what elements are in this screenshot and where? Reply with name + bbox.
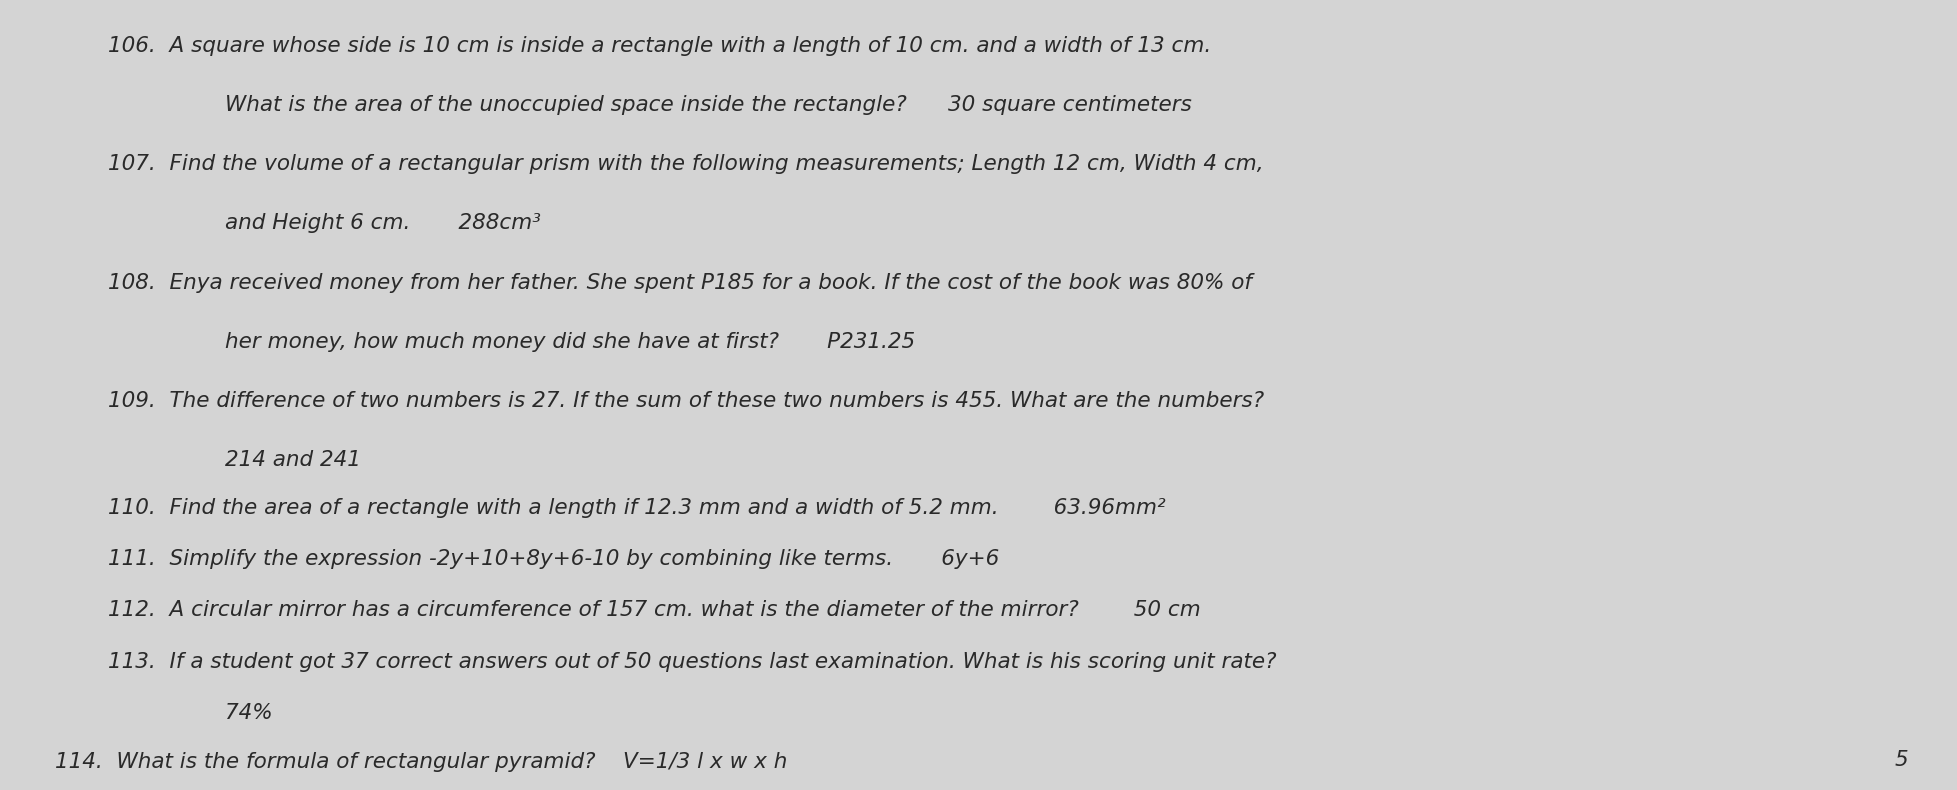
Text: 112.  A circular mirror has a circumference of 157 cm. what is the diameter of t: 112. A circular mirror has a circumferen… bbox=[108, 600, 1200, 620]
Text: 74%: 74% bbox=[225, 703, 272, 723]
Text: and Height 6 cm.       288cm³: and Height 6 cm. 288cm³ bbox=[225, 213, 540, 233]
Text: 214 and 241: 214 and 241 bbox=[225, 450, 360, 470]
Text: 113.  If a student got 37 correct answers out of 50 questions last examination. : 113. If a student got 37 correct answers… bbox=[108, 652, 1276, 672]
Text: 106.  A square whose side is 10 cm is inside a rectangle with a length of 10 cm.: 106. A square whose side is 10 cm is ins… bbox=[108, 36, 1211, 55]
Text: 110.  Find the area of a rectangle with a length if 12.3 mm and a width of 5.2 m: 110. Find the area of a rectangle with a… bbox=[108, 498, 1164, 517]
Text: her money, how much money did she have at first?       P231.25: her money, how much money did she have a… bbox=[225, 332, 916, 352]
Text: 108.  Enya received money from her father. She spent P185 for a book. If the cos: 108. Enya received money from her father… bbox=[108, 273, 1252, 292]
Text: 109.  The difference of two numbers is 27. If the sum of these two numbers is 45: 109. The difference of two numbers is 27… bbox=[108, 391, 1264, 411]
Text: 111.  Simplify the expression -2y+10+8y+6-10 by combining like terms.       6y+6: 111. Simplify the expression -2y+10+8y+6… bbox=[108, 549, 998, 569]
Text: 107.  Find the volume of a rectangular prism with the following measurements; Le: 107. Find the volume of a rectangular pr… bbox=[108, 154, 1264, 174]
Text: 5: 5 bbox=[1894, 750, 1908, 770]
Text: What is the area of the unoccupied space inside the rectangle?      30 square ce: What is the area of the unoccupied space… bbox=[225, 95, 1192, 115]
Text: 114.  What is the formula of rectangular pyramid?    V=1/3 l x w x h: 114. What is the formula of rectangular … bbox=[55, 752, 787, 772]
